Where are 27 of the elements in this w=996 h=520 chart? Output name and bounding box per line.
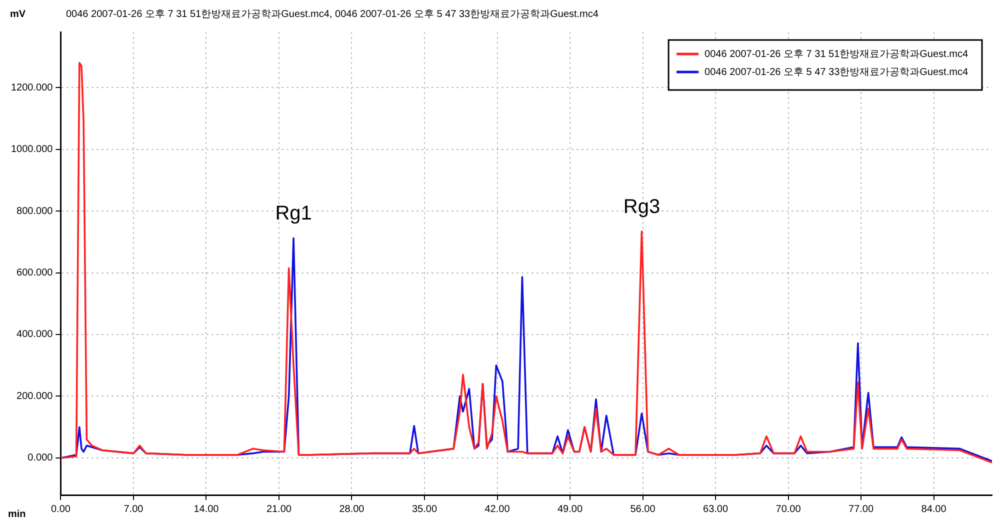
y-tick-label: 0.000 xyxy=(28,452,54,464)
y-tick-label: 400.000 xyxy=(16,329,54,340)
x-tick-label: 49.00 xyxy=(557,504,583,515)
x-tick-label: 35.00 xyxy=(412,504,438,515)
x-tick-label: 28.00 xyxy=(339,504,365,515)
y-tick-label: 200.000 xyxy=(16,390,54,402)
legend-label: 0046 2007-01-26 오후 7 31 51한방재료가공학과Guest.mc4 xyxy=(704,48,968,60)
y-tick-label: 1000.000 xyxy=(10,144,54,156)
annotation: Rg1 xyxy=(275,202,312,225)
x-tick-label: 56.00 xyxy=(630,504,656,515)
y-axis-title: mV xyxy=(10,8,26,20)
x-tick-label: 0.00 xyxy=(50,504,71,515)
x-tick-label: 42.00 xyxy=(484,504,510,515)
x-axis-title: min xyxy=(8,508,26,520)
y-tick-label: 1200.000 xyxy=(10,82,54,94)
x-tick-label: 63.00 xyxy=(703,504,728,515)
x-tick-label: 84.00 xyxy=(921,504,947,515)
y-tick-label: 800.000 xyxy=(16,206,54,217)
x-tick-label: 70.00 xyxy=(776,504,802,515)
chart-title: 0046 2007-01-26 오후 7 31 51한방재료가공학과Guest.mc4, 0046 2007-01-26 오후 5 47 33한방재료가공학과Guest.mc4 xyxy=(66,8,599,20)
x-tick-label: 14.00 xyxy=(194,504,220,515)
x-tick-label: 21.00 xyxy=(266,504,292,515)
x-tick-label: 7.00 xyxy=(124,504,144,515)
annotation: Rg3 xyxy=(623,196,660,218)
y-tick-label: 600.000 xyxy=(16,268,54,279)
legend-label: 0046 2007-01-26 오후 5 47 33한방재료가공학과Guest.mc4 xyxy=(704,66,968,78)
x-tick-label: 77.00 xyxy=(848,504,874,515)
